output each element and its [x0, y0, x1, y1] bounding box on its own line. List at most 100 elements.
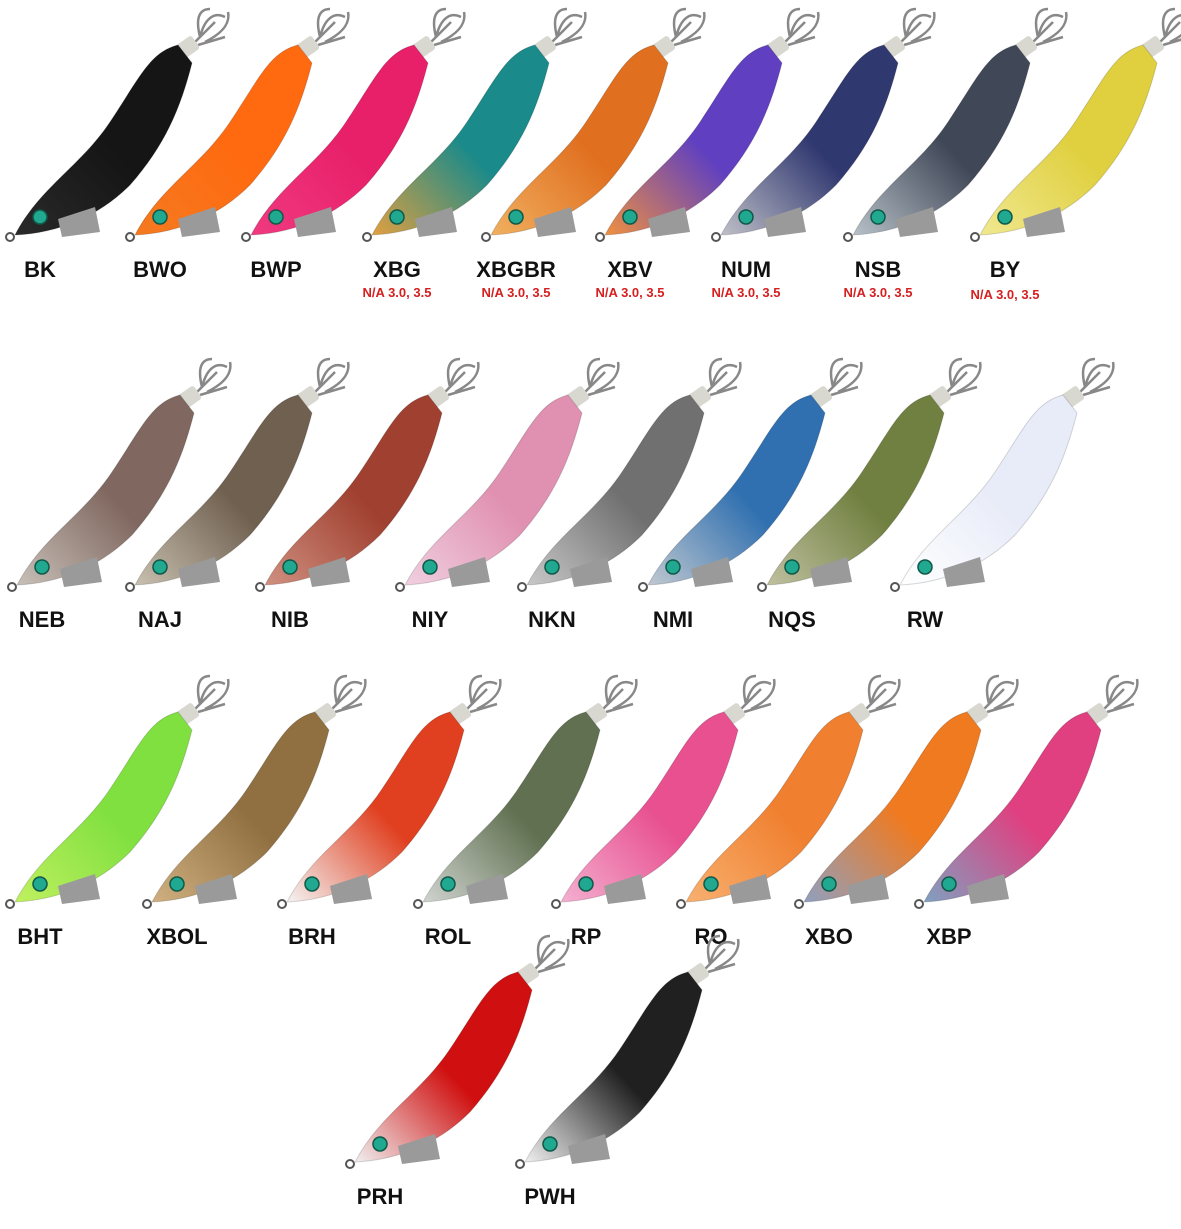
jig-body [371, 44, 550, 236]
eye [282, 559, 298, 575]
sinker [178, 557, 220, 587]
eye [622, 209, 638, 225]
sinker [294, 207, 336, 237]
hook-icon [597, 674, 638, 715]
eye [152, 209, 168, 225]
sinker [967, 874, 1009, 904]
hook-icon [309, 7, 350, 48]
sinker [764, 207, 806, 237]
color-code-label: BY [989, 257, 1021, 282]
sinker [58, 874, 100, 904]
eye [152, 559, 168, 575]
jig-body [134, 394, 313, 586]
squid-jig-xbv [590, 7, 820, 247]
sinker [415, 207, 457, 237]
sinker [847, 874, 889, 904]
jig-body [250, 44, 429, 236]
color-code-label: NQS [768, 607, 816, 632]
eye [544, 559, 560, 575]
sinker [604, 874, 646, 904]
color-code-label: ROL [424, 924, 472, 949]
squid-jig-bwo [120, 7, 350, 247]
eye [508, 209, 524, 225]
jig-body [134, 44, 313, 236]
squid-jig-niy [390, 357, 620, 597]
eye [821, 876, 837, 892]
jig-body [524, 971, 703, 1163]
sinker [60, 557, 102, 587]
eye [169, 876, 185, 892]
eye [389, 209, 405, 225]
hook-icon [191, 357, 232, 398]
jig-body [766, 394, 945, 586]
color-code-label: RP [570, 924, 602, 949]
color-code-label: BK [24, 257, 56, 282]
squid-jig-bht [0, 674, 230, 914]
jig-body [422, 711, 601, 903]
hook-icon [439, 357, 480, 398]
eye [870, 209, 886, 225]
hook-icon [1027, 7, 1068, 48]
eye [703, 876, 719, 892]
sinker [448, 557, 490, 587]
sinker [570, 557, 612, 587]
hook-icon [860, 674, 901, 715]
availability-note: N/A 3.0, 3.5 [362, 285, 432, 300]
squid-jig-num [706, 7, 936, 247]
eye [941, 876, 957, 892]
jig-body [16, 394, 195, 586]
jig-body [14, 711, 193, 903]
sinker [568, 1134, 610, 1164]
sinker [943, 557, 985, 587]
eye [32, 876, 48, 892]
color-code-label: NAJ [137, 607, 182, 632]
color-code-label: NIB [271, 607, 309, 632]
eye [32, 209, 48, 225]
eye [784, 559, 800, 575]
squid-jig-nmi [633, 357, 863, 597]
jig-body [685, 711, 864, 903]
sinker [810, 557, 852, 587]
color-code-label: NIY [411, 607, 449, 632]
squid-jig-xbol [137, 674, 367, 914]
sinker [466, 874, 508, 904]
jig-body [560, 711, 739, 903]
hook-icon [1154, 7, 1181, 48]
eye [440, 876, 456, 892]
sinker [1023, 207, 1065, 237]
squid-jig-xbo [789, 674, 1019, 914]
hook-icon [779, 7, 820, 48]
availability-note: N/A 3.0, 3.5 [843, 285, 913, 300]
jig-body [803, 711, 982, 903]
sinker [648, 207, 690, 237]
squid-jig-pwh [510, 934, 740, 1174]
jig-body [404, 394, 583, 586]
jig-body [151, 711, 330, 903]
color-code-label: PWH [524, 1184, 576, 1209]
hook-icon [1074, 357, 1115, 398]
jig-body [264, 394, 443, 586]
availability-note: N/A 3.0, 3.5 [711, 285, 781, 300]
eye [304, 876, 320, 892]
eye [917, 559, 933, 575]
color-code-label: BWP [250, 257, 302, 282]
hook-icon [579, 357, 620, 398]
jig-body [720, 44, 899, 236]
availability-note: N/A 3.0, 3.5 [595, 285, 665, 300]
sinker [195, 874, 237, 904]
color-code-label: XBO [805, 924, 853, 949]
hook-icon [699, 934, 740, 975]
sinker [534, 207, 576, 237]
hook-icon [822, 357, 863, 398]
eye [665, 559, 681, 575]
color-code-label: XBOL [146, 924, 208, 949]
hook-icon [546, 7, 587, 48]
squid-jig-nsb [838, 7, 1068, 247]
color-code-label: XBP [926, 924, 972, 949]
squid-jig-brh [272, 674, 502, 914]
jig-body [852, 44, 1031, 236]
sinker [691, 557, 733, 587]
color-code-label: BRH [288, 924, 336, 949]
eye [422, 559, 438, 575]
hook-icon [326, 674, 367, 715]
